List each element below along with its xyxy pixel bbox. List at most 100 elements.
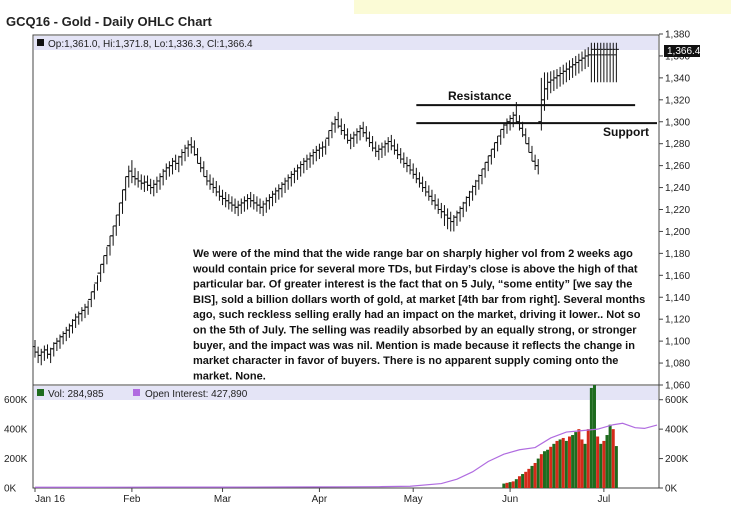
volume-tick-label-right: 0K	[665, 484, 678, 495]
open-interest	[35, 422, 658, 488]
x-tick-label: Feb	[123, 494, 141, 505]
volume-tick-label-right: 200K	[665, 454, 689, 465]
price-tick-label: 1,320	[665, 95, 690, 106]
support-label: Support	[603, 125, 649, 139]
oi-legend: Open Interest: 427,890	[145, 389, 248, 400]
volume-legend-bar	[34, 386, 658, 400]
x-tick-label: Mar	[214, 494, 232, 505]
volume-legend: Vol: 284,985	[48, 389, 104, 400]
volume-bar	[564, 440, 568, 488]
volume-bar	[552, 443, 556, 488]
price-tick-label: 1,180	[665, 249, 690, 260]
volume-bar	[521, 474, 525, 488]
volume-tick-label-left: 600K	[4, 395, 28, 406]
annotation-line: market. None.	[193, 370, 266, 382]
volume-axis: 600K 600K 400K 400K 200K 200K 0K 0K	[4, 395, 689, 494]
annotation-line: particular bar. Of greater interest is t…	[193, 279, 632, 291]
volume-bar	[524, 471, 528, 488]
volume-bar	[561, 437, 565, 488]
price-tick-label: 1,060	[665, 381, 690, 392]
x-tick-label: Jun	[502, 494, 518, 505]
volume-bar	[517, 476, 521, 488]
price-tick-label: 1,340	[665, 73, 690, 84]
volume-tick-label-right: 600K	[665, 395, 689, 406]
last-price-box	[664, 45, 700, 57]
price-tick-label: 1,260	[665, 161, 690, 172]
chart-title: GCQ16 - Gold - Daily OHLC Chart	[6, 14, 212, 29]
volume-tick-label-left: 200K	[4, 454, 28, 465]
volume-bar	[611, 429, 615, 488]
price-tick-label: 1,280	[665, 139, 690, 150]
oi-legend-swatch	[133, 389, 140, 396]
price-tick-label: 1,240	[665, 183, 690, 194]
annotation-line: on the 5th of July. The selling was read…	[193, 325, 637, 337]
volume-bar	[596, 436, 600, 488]
volume-bar	[514, 479, 518, 488]
annotation-line: would contain price for several more TDs…	[192, 263, 638, 275]
x-tick-label: Jan 16	[35, 494, 65, 505]
volume-bar	[527, 468, 531, 488]
volume-bar	[567, 436, 571, 488]
top-banner	[354, 0, 731, 14]
volume-bar	[549, 446, 553, 488]
volume-bar	[555, 440, 559, 488]
volume-bar	[530, 465, 534, 488]
volume-bar	[608, 424, 612, 488]
volume-bar	[546, 449, 550, 488]
volume-bar	[614, 446, 618, 488]
x-tick-label: Apr	[312, 494, 328, 505]
price-tick-label: 1,200	[665, 227, 690, 238]
price-axis: 1,3801,3601,3401,3201,3001,2801,2601,240…	[659, 30, 690, 392]
price-tick-label: 1,080	[665, 359, 690, 370]
annotation-line: buyer, and the impact was was nil. Menti…	[193, 340, 635, 352]
volume-bar	[571, 435, 575, 488]
volume-bar	[511, 481, 515, 488]
volume-bar	[599, 443, 603, 488]
x-tick-label: Jul	[597, 494, 610, 505]
resistance-label: Resistance	[448, 89, 512, 103]
volume-bar	[574, 432, 578, 488]
price-tick-label: 1,220	[665, 205, 690, 216]
volume-bar	[539, 454, 543, 488]
price-panel	[32, 34, 660, 386]
price-tick-label: 1,300	[665, 117, 690, 128]
volume-tick-label-right: 400K	[665, 425, 689, 436]
volume-bar	[586, 429, 590, 488]
volume-legend-swatch	[37, 389, 44, 396]
volume-tick-label-left: 400K	[4, 425, 28, 436]
volume-bar	[592, 385, 596, 488]
last-price-label: 1,366.4	[667, 46, 701, 57]
annotation-line: BIS], sold a billion dollars worth of go…	[193, 294, 645, 306]
price-tick-label: 1,380	[665, 30, 690, 41]
volume-bar	[577, 429, 581, 488]
volume-bars	[502, 385, 618, 488]
open-interest-line	[35, 422, 658, 488]
volume-bar	[502, 483, 506, 488]
price-tick-label: 1,100	[665, 337, 690, 348]
volume-bar	[580, 439, 584, 488]
annotation-line: market character in favor of buyers. The…	[193, 355, 618, 367]
volume-bar	[589, 387, 593, 488]
volume-bar	[605, 435, 609, 488]
annotation-line: ago, such reckless selling erally had an…	[193, 309, 641, 321]
price-bars	[32, 42, 619, 366]
price-legend-swatch	[37, 39, 44, 46]
volume-bar	[583, 443, 587, 488]
volume-bar	[505, 482, 509, 488]
annotation-line: We were of the mind that the wide range …	[193, 248, 633, 260]
price-tick-label: 1,140	[665, 293, 690, 304]
volume-bar	[533, 462, 537, 488]
volume-bar	[542, 451, 546, 488]
volume-bar	[602, 440, 606, 488]
support-resistance: Resistance Support	[416, 89, 657, 139]
price-tick-label: 1,120	[665, 315, 690, 326]
volume-bar	[508, 482, 512, 488]
price-legend: Op:1,361.0, Hi:1,371.8, Lo:1,336.3, Cl:1…	[48, 39, 253, 50]
x-axis: Jan 16 Feb Mar Apr May Jun Jul	[34, 488, 610, 505]
price-legend-bar	[34, 36, 658, 50]
annotation-text: We were of the mind that the wide range …	[192, 248, 645, 382]
volume-bar	[558, 439, 562, 488]
volume-tick-label-left: 0K	[4, 484, 17, 495]
volume-bar	[536, 458, 540, 488]
